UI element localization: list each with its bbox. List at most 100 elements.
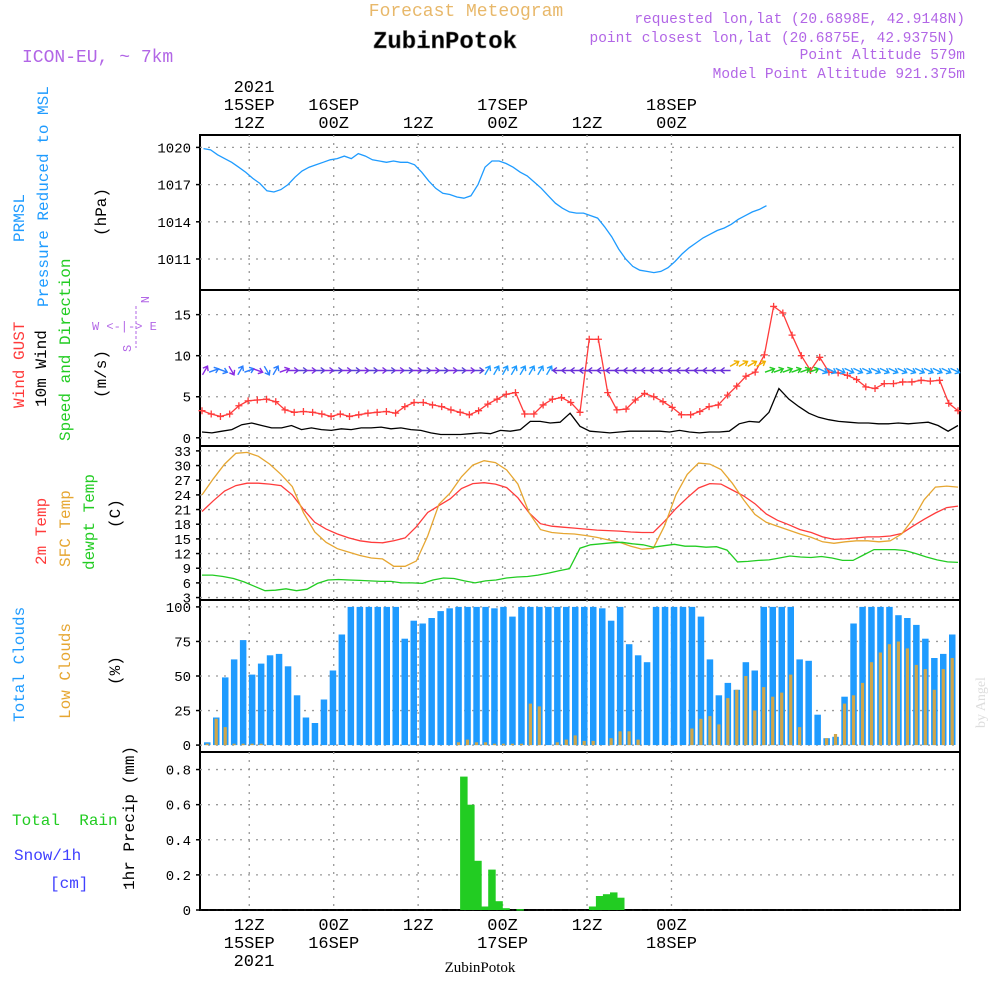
- wind-arrow: [305, 366, 318, 375]
- wind-arrow-shape: [791, 366, 802, 374]
- gust-marker: [585, 335, 593, 343]
- wind-arrow-shape: [394, 366, 406, 375]
- y-tick-label: 24: [174, 489, 191, 505]
- gust-marker: [401, 403, 409, 411]
- panel-3: 0 25 50 75 100: [166, 599, 961, 755]
- wind-arrow-shape: [429, 366, 441, 375]
- total-cloud-bar: [464, 606, 471, 746]
- gust-marker: [576, 408, 584, 416]
- compass-n: N: [137, 296, 151, 303]
- total-cloud-bar: [796, 659, 803, 746]
- low-cloud-bar: [771, 696, 775, 746]
- gust-marker: [650, 393, 658, 401]
- total-cloud-bar: [634, 655, 642, 746]
- wind-arrow-shape: [305, 366, 318, 375]
- wind-arrow-shape: [493, 365, 500, 376]
- model-altitude: Model Point Altitude 921.375m: [713, 67, 965, 83]
- wind-arrow: [473, 366, 485, 375]
- requested-lonlat: requested lon,lat (20.6898E, 42.9148N): [634, 12, 965, 28]
- panel-frame: [199, 445, 961, 601]
- y-tick-label: 100: [166, 601, 191, 617]
- total-cloud-bar: [688, 606, 696, 746]
- panels: 1011101410171020051015369121518212427303…: [157, 134, 962, 920]
- wind-arrow-shape: [252, 367, 264, 375]
- gust-marker: [889, 380, 897, 388]
- wind-arrow-shape: [279, 366, 291, 374]
- sfctemp-label: SFC Temp: [57, 490, 75, 567]
- total-cloud-bar: [482, 606, 489, 746]
- gust-marker: [613, 406, 621, 414]
- low-cloud-bar: [474, 742, 479, 746]
- wind-arrow: [493, 365, 500, 376]
- clouds-unit: (%): [107, 656, 125, 685]
- y-tick-label: 9: [183, 562, 191, 578]
- y-tick-label: 75: [174, 635, 191, 651]
- gust-marker: [687, 411, 695, 419]
- top-date-label: 16SEP: [308, 97, 359, 116]
- bottom-hour-label: 00Z: [656, 917, 687, 936]
- wind-arrow-shape: [244, 366, 255, 374]
- series-2m-temp: [201, 482, 959, 544]
- wind-label: 10m Wind: [33, 330, 51, 407]
- gust-marker: [438, 403, 446, 411]
- total-cloud-bar: [850, 623, 857, 746]
- wind-arrow: [217, 367, 229, 375]
- gust-marker: [641, 389, 649, 397]
- total-cloud-bar: [527, 606, 534, 746]
- gust-marker: [733, 382, 741, 390]
- y-tick-label: 30: [174, 460, 191, 476]
- total-cloud-bar: [616, 606, 624, 746]
- footer-location: ZubinPotok: [445, 960, 516, 976]
- wind-arrow-shape: [537, 365, 545, 376]
- total-cloud-bar: [769, 606, 776, 746]
- gust-marker: [871, 385, 879, 393]
- title-top: Forecast Meteogram: [369, 2, 563, 22]
- wind-arrow: [358, 366, 370, 375]
- top-hour-label: 12Z: [572, 115, 603, 134]
- total-cloud-bar: [239, 640, 247, 746]
- wind-arrow: [861, 367, 873, 375]
- bottom-hour-label: 00Z: [318, 917, 349, 936]
- gust-marker: [521, 410, 529, 418]
- wind-arrow-shape: [201, 365, 209, 376]
- low-cloud-bar: [798, 727, 802, 746]
- low-cloud-bar: [456, 742, 461, 746]
- low-cloud-bar: [582, 740, 586, 745]
- total-cloud-bar: [536, 606, 543, 746]
- low-cloud-bar: [923, 669, 927, 746]
- wind-arrow: [773, 366, 785, 374]
- total-cloud-bar: [392, 606, 399, 746]
- gust-marker: [207, 410, 215, 418]
- wind-arrow-shape: [950, 367, 961, 375]
- wind-arrow-shape: [263, 365, 271, 376]
- total-cloud-bar: [320, 699, 328, 746]
- closest-lonlat: point closest lon,lat (20.6875E, 42.9375…: [590, 31, 955, 47]
- total-cloud-bar: [814, 714, 821, 746]
- gust-marker: [622, 405, 630, 413]
- total-cloud-bar: [383, 606, 390, 746]
- wind-arrow: [484, 365, 492, 376]
- wind-arrow-shape: [510, 365, 518, 376]
- wind-arrow: [455, 366, 468, 375]
- wind-arrow-shape: [528, 365, 536, 376]
- wind-arrow-shape: [438, 366, 450, 375]
- low-cloud-bar: [483, 742, 488, 746]
- gust-marker: [318, 410, 326, 418]
- gust-marker: [530, 410, 538, 418]
- gust-marker: [456, 408, 464, 416]
- gust-marker: [373, 408, 381, 416]
- low-cloud-bar: [591, 740, 595, 745]
- y-tick-label: 21: [174, 504, 191, 520]
- wind-arrow-shape: [747, 360, 758, 368]
- low-cloud-bar: [699, 718, 703, 746]
- gust-marker: [198, 407, 206, 415]
- low-cloud-bar: [941, 669, 945, 746]
- wind-arrow: [341, 366, 353, 375]
- total-cloud-bar: [275, 653, 283, 746]
- panel-4: 0 0.2 0.4 0.6 0.8: [166, 751, 961, 920]
- total-cloud-bar: [563, 606, 570, 746]
- gust-marker: [548, 395, 556, 403]
- y-tick-label: 1014: [157, 216, 191, 232]
- wind-dir-label: Speed and Direction: [57, 259, 75, 441]
